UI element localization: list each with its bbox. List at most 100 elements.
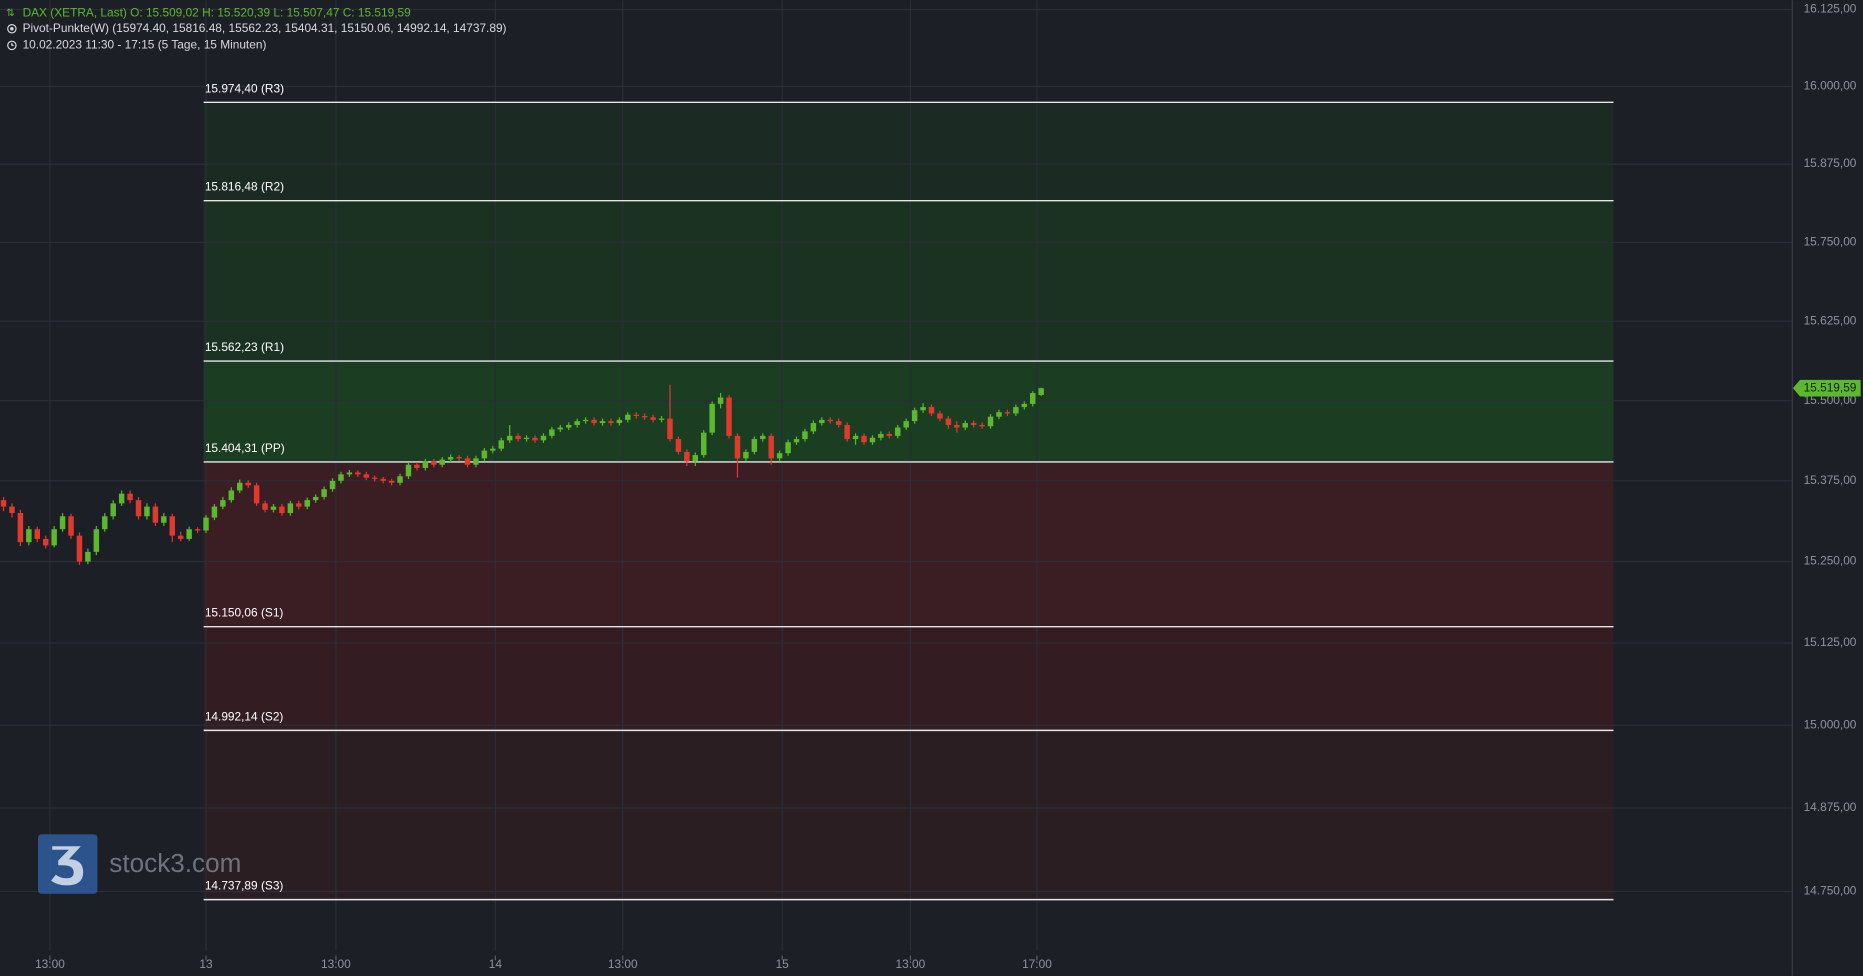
candle-body bbox=[220, 500, 226, 507]
candle-body bbox=[633, 414, 639, 417]
candle-body bbox=[540, 435, 547, 441]
candle-body bbox=[599, 421, 606, 424]
y-tick-label: 15.000,00 bbox=[1804, 717, 1857, 731]
candle-body bbox=[431, 461, 437, 465]
candle-body bbox=[169, 516, 175, 536]
candle-body bbox=[414, 464, 420, 468]
candle-body bbox=[93, 529, 100, 552]
candle-body bbox=[76, 535, 83, 562]
candle-body bbox=[970, 423, 977, 425]
candle-body bbox=[760, 435, 766, 440]
header-instrument: DAX (XETRA, Last) O: 15.509,02 H: 15.520… bbox=[23, 5, 412, 19]
candle-body bbox=[869, 437, 876, 443]
candle-body bbox=[296, 503, 302, 507]
candle-body bbox=[135, 500, 142, 517]
candle-body bbox=[253, 485, 260, 504]
pivot-zone bbox=[203, 626, 1614, 731]
y-tick-label: 15.875,00 bbox=[1804, 156, 1857, 170]
candle-body bbox=[0, 500, 7, 507]
candle-body bbox=[1013, 407, 1019, 414]
candle-body bbox=[675, 439, 682, 452]
candle-body bbox=[144, 506, 150, 517]
header-icon: ⇅ bbox=[6, 7, 15, 19]
candle-body bbox=[506, 435, 513, 441]
candle-body bbox=[490, 448, 496, 451]
pivot-zone bbox=[203, 200, 1614, 362]
x-tick-label: 13:00 bbox=[321, 957, 351, 971]
candle-body bbox=[304, 500, 310, 507]
candle-body bbox=[937, 413, 943, 419]
candle-body bbox=[194, 529, 201, 531]
candle-body bbox=[954, 424, 960, 428]
candle-body bbox=[608, 421, 614, 424]
candle-body bbox=[557, 427, 564, 430]
candle-body bbox=[262, 503, 268, 510]
candle-body bbox=[903, 421, 909, 428]
y-tick-label: 15.250,00 bbox=[1804, 554, 1857, 568]
candle-body bbox=[574, 421, 580, 425]
header-icon bbox=[7, 40, 17, 51]
y-tick-label: 16.000,00 bbox=[1804, 79, 1857, 93]
candle-body bbox=[68, 516, 74, 536]
candle-body bbox=[667, 418, 673, 440]
candle-body bbox=[566, 424, 572, 428]
candle-body bbox=[658, 418, 665, 420]
y-tick-label: 16.125,00 bbox=[1804, 2, 1857, 16]
candle-body bbox=[397, 476, 403, 483]
candle-body bbox=[996, 412, 1002, 417]
x-tick-label: 14 bbox=[489, 957, 503, 971]
candle-body bbox=[464, 458, 471, 465]
pivot-zone bbox=[203, 361, 1614, 462]
candle-body bbox=[751, 439, 758, 452]
candle-body bbox=[684, 451, 690, 462]
candle-body bbox=[338, 474, 344, 481]
candle-body bbox=[776, 453, 783, 459]
pivot-label: 15.562,23 (R1) bbox=[205, 340, 284, 354]
candle-body bbox=[768, 435, 774, 459]
candle-body bbox=[835, 421, 842, 425]
candle-body bbox=[110, 503, 116, 517]
candle-body bbox=[709, 403, 715, 433]
candle-body bbox=[245, 482, 251, 486]
candle-body bbox=[203, 517, 209, 531]
candle-body bbox=[920, 407, 926, 411]
candle-body bbox=[886, 433, 893, 436]
y-tick-label: 15.375,00 bbox=[1804, 473, 1857, 487]
candle-body bbox=[802, 431, 808, 440]
candle-body bbox=[861, 435, 867, 443]
candle-body bbox=[827, 419, 833, 422]
pivot-label: 15.150,06 (S1) bbox=[205, 606, 284, 620]
y-tick-label: 15.125,00 bbox=[1804, 635, 1857, 649]
candle-body bbox=[161, 516, 167, 523]
candle-body bbox=[380, 478, 386, 481]
candle-body bbox=[692, 455, 699, 462]
x-tick-label: 17:00 bbox=[1022, 957, 1052, 971]
pivot-label: 14.737,89 (S3) bbox=[205, 879, 284, 893]
y-tick-label: 14.875,00 bbox=[1804, 800, 1857, 814]
candle-body bbox=[895, 427, 901, 436]
x-tick-label: 13 bbox=[199, 957, 213, 971]
candle-body bbox=[979, 424, 985, 427]
candle-body bbox=[51, 529, 57, 546]
price-marker-label: 15.519,59 bbox=[1804, 380, 1857, 394]
candle-body bbox=[102, 516, 108, 530]
candle-body bbox=[700, 432, 707, 456]
candle-body bbox=[549, 429, 555, 436]
x-tick-label: 13:00 bbox=[608, 957, 638, 971]
candle-body bbox=[371, 477, 378, 479]
candle-body bbox=[1021, 403, 1028, 408]
candle-body bbox=[911, 410, 918, 422]
y-tick-label: 15.625,00 bbox=[1804, 313, 1857, 327]
header-period: 10.02.2023 11:30 - 17:15 (5 Tage, 15 Min… bbox=[23, 38, 267, 52]
pivot-label: 14.992,14 (S2) bbox=[205, 709, 284, 723]
candle-body bbox=[734, 435, 741, 459]
candle-body bbox=[591, 419, 597, 424]
candle-body bbox=[363, 474, 370, 478]
candle-body bbox=[127, 493, 133, 501]
header: ⇅ DAX (XETRA, Last) O: 15.509,02 H: 15.5… bbox=[6, 5, 507, 51]
candle-body bbox=[1038, 388, 1044, 395]
pivot-zone bbox=[203, 102, 1614, 201]
candle-body bbox=[447, 457, 454, 460]
